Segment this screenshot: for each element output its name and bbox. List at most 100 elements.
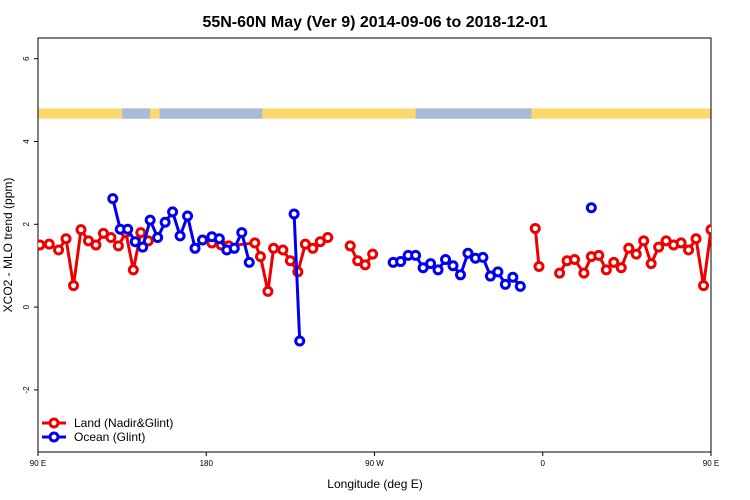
chart-title: 55N-60N May (Ver 9) 2014-09-06 to 2018-1… (202, 14, 547, 31)
legend-ocean-marker (48, 431, 60, 443)
data-point (68, 280, 80, 292)
data-point (744, 225, 750, 233)
data-point (262, 285, 274, 297)
data-point (477, 251, 489, 263)
data-point (159, 216, 171, 228)
series-line (741, 199, 750, 247)
data-point (713, 237, 721, 245)
x-tick-label: 90 E (30, 459, 46, 468)
data-point (698, 280, 710, 292)
band-land (38, 108, 711, 119)
data-point (122, 223, 134, 235)
data-point (737, 195, 745, 203)
data-point (432, 264, 444, 276)
data-point (462, 247, 474, 259)
data-point (307, 242, 319, 254)
legend-land-marker (48, 417, 60, 429)
data-point (90, 239, 102, 251)
y-axis: -2 0 2 4 6 (22, 56, 38, 394)
x-tick-label: 90 E (703, 459, 719, 468)
data-point (60, 233, 72, 245)
data-point (254, 251, 266, 263)
data-point (129, 236, 141, 248)
series-line (717, 233, 750, 270)
data-point (608, 256, 620, 268)
data-point (268, 242, 280, 254)
data-point (514, 280, 526, 292)
data-point (623, 242, 635, 254)
data-point (638, 235, 650, 247)
data-point (499, 278, 511, 290)
data-point (507, 271, 519, 283)
data-point (447, 260, 459, 272)
data-point (236, 227, 248, 239)
x-axis: 90 E 180 90 W 0 90 E (30, 452, 719, 468)
data-point (38, 239, 46, 251)
data-point (43, 238, 55, 250)
x-tick-label: 90 W (365, 459, 384, 468)
data-point (277, 244, 289, 256)
y-tick-label: 4 (22, 139, 31, 144)
y-axis-label: XCO2 - MLO trend (ppm) (1, 178, 15, 313)
data-point (243, 256, 255, 268)
data-point (529, 222, 541, 234)
land-ocean-band (38, 108, 711, 119)
legend-ocean-label: Ocean (Glint) (74, 430, 145, 444)
data-point (197, 234, 209, 246)
data-point (675, 237, 687, 249)
data-point (127, 264, 139, 276)
legend: Land (Nadir&Glint) Ocean (Glint) (42, 416, 173, 444)
data-point (322, 232, 334, 244)
data-point (167, 206, 179, 218)
data-point (182, 210, 194, 222)
data-point (735, 234, 743, 242)
data-point (454, 269, 466, 281)
data-point (174, 230, 186, 242)
data-point (395, 256, 407, 268)
data-point (653, 241, 665, 253)
data-point (492, 266, 504, 278)
y-tick-label: -2 (22, 386, 31, 394)
data-point (690, 233, 702, 245)
data-point (683, 244, 695, 256)
x-axis-label: Longitude (deg E) (327, 477, 422, 491)
data-point (284, 255, 296, 267)
data-point (144, 214, 156, 226)
data-point (189, 242, 201, 254)
band-ocean-segment (415, 108, 532, 119)
series-line (533, 228, 541, 267)
band-ocean-segment (122, 108, 151, 119)
data-point (105, 232, 117, 244)
data-point (228, 242, 240, 254)
data-point (593, 249, 605, 261)
y-tick-label: 0 (22, 304, 31, 309)
data-point (107, 193, 119, 205)
data-point (645, 258, 657, 270)
series-land (38, 222, 750, 297)
data-point (585, 202, 597, 214)
data-point (288, 208, 300, 220)
data-point (440, 253, 452, 265)
data-point (135, 227, 147, 239)
data-point (137, 241, 149, 253)
y-tick-label: 6 (22, 56, 31, 61)
data-point (213, 233, 225, 245)
data-point (705, 224, 711, 236)
data-point (425, 258, 437, 270)
x-tick-label: 180 (200, 459, 214, 468)
data-point (630, 248, 642, 260)
data-point (112, 240, 124, 252)
data-point (615, 262, 627, 274)
series-ocean (107, 193, 750, 347)
y-tick-label: 2 (22, 222, 31, 227)
x-tick-label: 0 (541, 459, 546, 468)
data-point (578, 267, 590, 279)
data-point (569, 253, 581, 265)
series-line (292, 213, 302, 342)
data-point (367, 248, 379, 260)
legend-land-label: Land (Nadir&Glint) (74, 416, 173, 430)
data-point (294, 335, 306, 347)
band-ocean-segment (159, 108, 263, 119)
data-point (728, 229, 736, 237)
